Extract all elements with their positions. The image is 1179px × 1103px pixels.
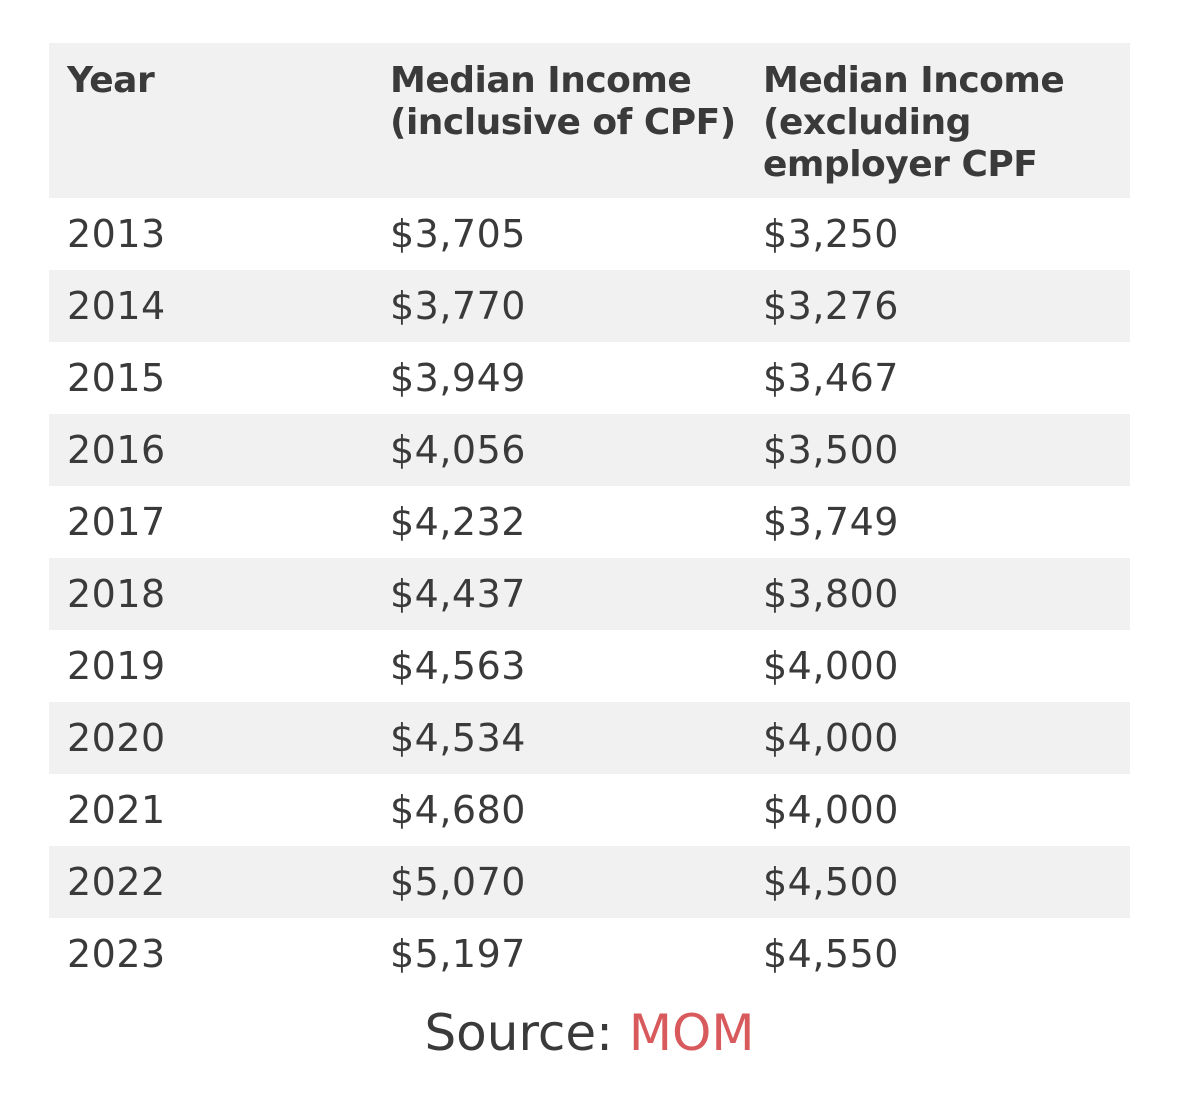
table-row: 2019 $4,563 $4,000 [49, 630, 1130, 702]
cell-year: 2021 [67, 788, 166, 832]
table-row: 2017 $4,232 $3,749 [49, 486, 1130, 558]
source-caption: Source: MOM [0, 1003, 1179, 1063]
table-row: 2014 $3,770 $3,276 [49, 270, 1130, 342]
cell-median-income-excluding: $3,800 [763, 572, 899, 616]
source-link[interactable]: MOM [628, 1004, 755, 1062]
cell-median-income-excluding: $4,500 [763, 860, 899, 904]
header-median-income-inclusive: Median Income (inclusive of CPF) [390, 60, 736, 143]
cell-median-income-excluding: $4,550 [763, 932, 899, 976]
cell-year: 2018 [67, 572, 166, 616]
median-income-table: Year Median Income (inclusive of CPF) Me… [49, 43, 1130, 990]
table-row: 2015 $3,949 $3,467 [49, 342, 1130, 414]
cell-year: 2020 [67, 716, 166, 760]
cell-year: 2013 [67, 212, 166, 256]
cell-median-income-inclusive: $4,437 [390, 572, 526, 616]
table-row: 2018 $4,437 $3,800 [49, 558, 1130, 630]
cell-median-income-inclusive: $4,534 [390, 716, 526, 760]
table-row: 2023 $5,197 $4,550 [49, 918, 1130, 990]
cell-median-income-excluding: $4,000 [763, 788, 899, 832]
table-header-row: Year Median Income (inclusive of CPF) Me… [49, 43, 1130, 198]
header-median-income-excluding: Median Income (excluding employer CPF [763, 60, 1065, 185]
cell-year: 2016 [67, 428, 166, 472]
cell-median-income-inclusive: $4,563 [390, 644, 526, 688]
cell-median-income-excluding: $3,749 [763, 500, 899, 544]
cell-median-income-inclusive: $5,197 [390, 932, 526, 976]
cell-median-income-inclusive: $4,680 [390, 788, 526, 832]
table-row: 2013 $3,705 $3,250 [49, 198, 1130, 270]
cell-median-income-inclusive: $3,705 [390, 212, 526, 256]
cell-year: 2017 [67, 500, 166, 544]
header-year: Year [67, 60, 155, 101]
cell-median-income-excluding: $4,000 [763, 716, 899, 760]
table-row: 2021 $4,680 $4,000 [49, 774, 1130, 846]
cell-median-income-excluding: $3,467 [763, 356, 899, 400]
cell-median-income-excluding: $4,000 [763, 644, 899, 688]
cell-year: 2019 [67, 644, 166, 688]
table-row: 2022 $5,070 $4,500 [49, 846, 1130, 918]
cell-median-income-excluding: $3,500 [763, 428, 899, 472]
cell-median-income-inclusive: $5,070 [390, 860, 526, 904]
cell-median-income-inclusive: $3,949 [390, 356, 526, 400]
cell-year: 2014 [67, 284, 166, 328]
cell-median-income-inclusive: $3,770 [390, 284, 526, 328]
cell-median-income-inclusive: $4,232 [390, 500, 526, 544]
cell-median-income-excluding: $3,250 [763, 212, 899, 256]
cell-year: 2015 [67, 356, 166, 400]
table-row: 2016 $4,056 $3,500 [49, 414, 1130, 486]
table-row: 2020 $4,534 $4,000 [49, 702, 1130, 774]
cell-median-income-inclusive: $4,056 [390, 428, 526, 472]
cell-median-income-excluding: $3,276 [763, 284, 899, 328]
cell-year: 2022 [67, 860, 166, 904]
source-label: Source: [424, 1004, 629, 1062]
table-body: 2013 $3,705 $3,250 2014 $3,770 $3,276 2015 $3,9… [49, 198, 1130, 990]
cell-year: 2023 [67, 932, 166, 976]
